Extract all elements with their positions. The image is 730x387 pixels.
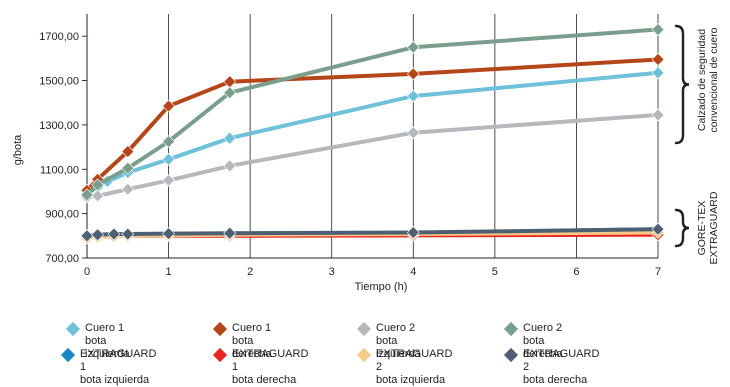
legend-label: Cuero 1 bota derecha: [232, 322, 272, 360]
data-point: [223, 86, 237, 100]
y-axis-title: g/bota: [12, 134, 24, 165]
legend-item: Cuero 2 bota izquierda: [356, 321, 421, 361]
legend-item: EXTRAGUARD 2 bota derecha: [503, 347, 600, 387]
y-tick-label: 1300,00: [39, 120, 79, 132]
y-tick-label: 1700,00: [39, 31, 79, 43]
data-point: [651, 66, 665, 80]
legend-label: EXTRAGUARD 1 bota izquierda: [80, 348, 157, 386]
x-tick-label: 6: [573, 266, 579, 278]
legend-item: EXTRAGUARD 1 bota izquierda: [60, 347, 157, 387]
legend-item: Cuero 1 bota derecha: [212, 321, 272, 361]
data-point: [223, 226, 237, 240]
x-tick-label: 4: [410, 266, 416, 278]
data-point: [162, 227, 175, 241]
axes: [82, 14, 658, 259]
group-bracket: [674, 24, 690, 145]
legend-item: Cuero 2 bota derecha: [503, 321, 563, 361]
legend-label: EXTRAGUARD 2 bota derecha: [523, 348, 600, 386]
data-point: [651, 53, 665, 66]
group-bracket: [674, 208, 690, 248]
x-tick-label: 1: [166, 266, 172, 278]
group-label-line: EXTRAGUARD: [708, 191, 720, 264]
legend-item: EXTRAGUARD 2 bota izquierda: [356, 347, 453, 387]
data-point: [406, 226, 420, 239]
data-point: [223, 159, 237, 173]
series-lines: [80, 23, 665, 245]
data-point: [406, 67, 420, 81]
y-tick-label: 900,00: [45, 209, 79, 221]
data-point: [162, 152, 175, 166]
legend-swatch: [356, 347, 372, 363]
data-point: [121, 227, 135, 241]
legend-swatch: [356, 321, 372, 337]
data-point: [651, 108, 665, 122]
data-point: [223, 131, 237, 145]
legend-label: Cuero 2 bota derecha: [523, 322, 563, 360]
data-point: [121, 161, 135, 175]
legend-label: EXTRAGUARD 2 bota izquierda: [376, 348, 453, 386]
data-point: [223, 75, 237, 89]
data-point: [162, 135, 175, 148]
series-8: [80, 222, 665, 243]
data-point: [80, 188, 94, 202]
y-tick-label: 1100,00: [40, 164, 79, 176]
x-tick-label: 7: [655, 266, 661, 278]
x-axis-title: Tiempo (h): [355, 281, 408, 293]
legend-swatch: [212, 321, 228, 337]
y-tick-labels: 700,00 900,00 1100,00 1300,00 1500,00 1700,00: [39, 31, 79, 265]
x-tick-label: 2: [247, 266, 253, 278]
data-point: [107, 227, 121, 241]
line-chart: 700,00900,001100,001300,001500,001700,00…: [12, 14, 720, 293]
data-point: [651, 222, 665, 236]
data-point: [121, 145, 135, 158]
data-point: [91, 178, 105, 192]
data-point: [406, 89, 420, 103]
group-labels: Calzado de seguridad convencional de cuer…: [696, 27, 720, 264]
legend-swatch: [60, 347, 76, 363]
x-tick-label: 3: [329, 266, 335, 278]
series-line: [85, 70, 659, 196]
data-point: [121, 182, 135, 196]
legend-swatch: [503, 321, 519, 337]
data-point: [162, 99, 175, 113]
x-tick-labels: 0 1 2 3 4 5 6 7: [84, 266, 661, 278]
legend-swatch: [503, 347, 519, 363]
x-tick-label: 5: [492, 266, 498, 278]
y-tick-label: 1500,00: [39, 76, 79, 88]
data-point: [406, 40, 420, 54]
series-4: [80, 23, 665, 202]
data-point: [651, 23, 665, 36]
x-tick-label: 0: [84, 266, 90, 278]
legend-swatch: [212, 347, 228, 363]
data-point: [406, 126, 420, 140]
group-label-line: convencional de cuero: [708, 27, 720, 132]
group-label-line: Calzado de seguridad: [696, 29, 708, 131]
data-point: [91, 228, 105, 242]
data-point: [80, 229, 94, 243]
group-label-line: GORE-TEX: [696, 201, 708, 256]
group-brackets: [674, 24, 690, 248]
data-point: [162, 173, 175, 187]
legend-label: Cuero 1 bota izquierda: [85, 322, 130, 360]
legend-item: EXTRAGUARD 1 bota derecha: [212, 347, 309, 387]
legend-label: EXTRAGUARD 1 bota derecha: [232, 348, 309, 386]
legend-swatch: [65, 321, 81, 337]
legend-label: Cuero 2 bota izquierda: [376, 322, 421, 360]
series-line: [85, 27, 659, 197]
y-tick-label: 700,00: [45, 253, 79, 265]
data-point: [91, 189, 105, 203]
legend-item: Cuero 1 bota izquierda: [65, 321, 130, 361]
